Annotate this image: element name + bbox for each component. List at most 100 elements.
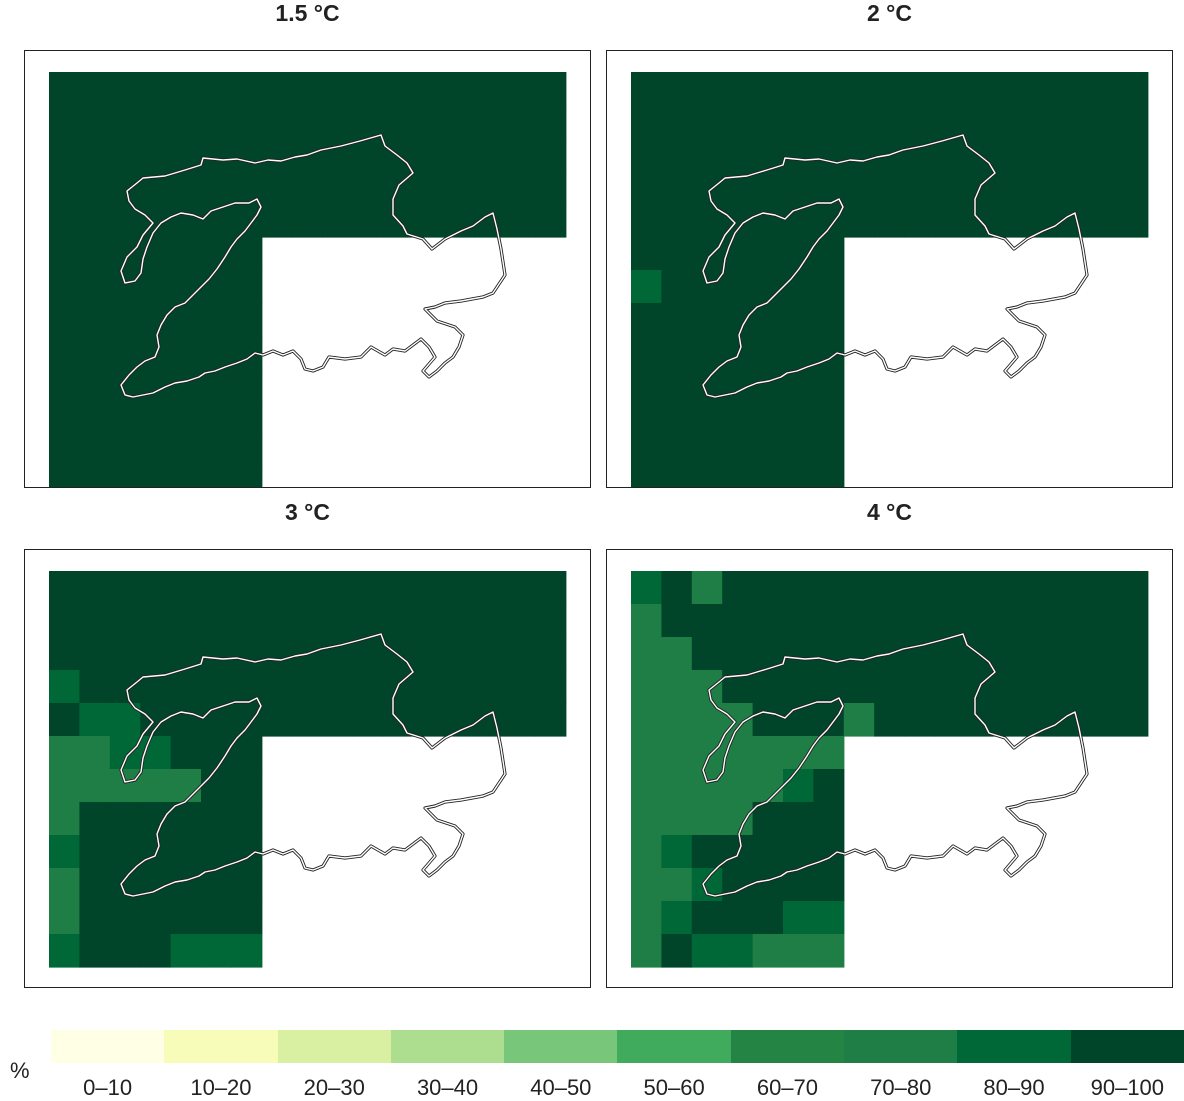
grid-cell <box>109 336 141 370</box>
grid-cell <box>109 468 141 487</box>
grid-cell <box>535 105 567 139</box>
grid-cell <box>79 637 111 671</box>
grid-cell <box>231 868 263 902</box>
grid-cell <box>140 402 172 436</box>
grid-cell <box>722 138 754 172</box>
grid-cell <box>49 204 80 238</box>
grid-cell <box>353 703 384 737</box>
legend-swatch <box>164 1030 278 1063</box>
grid-cell <box>783 138 814 172</box>
grid-cell <box>109 802 141 836</box>
grid-cell <box>505 703 536 737</box>
grid-cell <box>843 171 875 205</box>
grid-cell <box>1117 604 1149 638</box>
grid-cell <box>261 105 293 139</box>
grid-cell <box>201 105 232 139</box>
grid-cell <box>935 637 966 671</box>
grid-cell <box>1087 171 1118 205</box>
grid-cell <box>49 769 80 803</box>
grid-cell <box>505 204 536 238</box>
grid-cell <box>995 138 1027 172</box>
grid-cell <box>843 637 875 671</box>
grid-cell <box>631 769 662 803</box>
grid-cell <box>752 171 784 205</box>
grid-cell <box>752 868 784 902</box>
grid-cell <box>631 571 662 605</box>
grid-cell <box>140 303 172 337</box>
grid-cell <box>722 72 754 106</box>
grid-cell <box>935 571 966 605</box>
grid-cell <box>722 901 754 935</box>
grid-cell <box>843 703 875 737</box>
grid-cell <box>322 670 354 704</box>
grid-cell <box>444 571 476 605</box>
grid-cell <box>783 901 814 935</box>
grid-cell <box>109 171 141 205</box>
grid-cell <box>140 637 172 671</box>
grid-cell <box>49 336 80 370</box>
grid-cell <box>49 736 80 770</box>
grid-cell <box>261 637 293 671</box>
grid-cell <box>505 571 536 605</box>
grid-cell <box>722 637 754 671</box>
grid-cell <box>49 303 80 337</box>
grid-cell <box>140 901 172 935</box>
grid-cell <box>292 204 324 238</box>
grid-cell <box>1026 604 1058 638</box>
grid-cell <box>292 571 324 605</box>
grid-cell <box>474 670 506 704</box>
grid-cell <box>535 670 567 704</box>
grid-cell <box>631 369 662 403</box>
grid-cell <box>109 769 141 803</box>
legend-swatch <box>51 1030 165 1063</box>
grid-cell <box>1087 604 1118 638</box>
grid-cell <box>631 237 662 271</box>
grid-cell <box>535 703 567 737</box>
grid-cell <box>813 901 845 935</box>
grid-cell <box>783 402 814 436</box>
grid-cell <box>783 670 814 704</box>
grid-cell <box>353 604 384 638</box>
grid-cell <box>474 138 506 172</box>
grid-cell <box>752 204 784 238</box>
grid-cell <box>49 105 80 139</box>
legend-label: 10–20 <box>190 1075 252 1100</box>
probability-grid <box>49 571 567 968</box>
grid-cell <box>874 670 906 704</box>
grid-cell <box>813 435 845 469</box>
grid-cell <box>353 637 384 671</box>
grid-cell <box>79 901 111 935</box>
grid-cell <box>783 604 814 638</box>
grid-cell <box>752 72 784 106</box>
grid-cell <box>691 237 723 271</box>
grid-cell <box>474 571 506 605</box>
colorbar-legend: % 0–10 10–20 20–30 30–40 40–50 50–60 60–… <box>0 1030 1184 1101</box>
grid-cell <box>1056 72 1088 106</box>
grid-cell <box>783 435 814 469</box>
grid-cell <box>631 670 662 704</box>
grid-cell <box>49 670 80 704</box>
grid-cell <box>170 604 202 638</box>
grid-cell <box>1087 204 1118 238</box>
grid-cell <box>904 604 936 638</box>
grid-cell <box>444 171 476 205</box>
grid-cell <box>874 171 906 205</box>
grid-cell <box>322 571 354 605</box>
grid-cell <box>505 171 536 205</box>
grid-cell <box>231 402 263 436</box>
grid-cell <box>661 769 693 803</box>
region-outline <box>701 133 1089 399</box>
grid-cell <box>505 637 536 671</box>
grid-cell <box>661 637 693 671</box>
grid-cell <box>722 571 754 605</box>
grid-cell <box>109 604 141 638</box>
grid-cell <box>79 468 111 487</box>
grid-cell <box>201 435 232 469</box>
grid-cell <box>783 270 814 304</box>
grid-cell <box>292 105 324 139</box>
grid-cell <box>661 571 693 605</box>
grid-cell <box>79 72 111 106</box>
grid-cell <box>935 72 966 106</box>
grid-cell <box>752 402 784 436</box>
grid-cell <box>661 171 693 205</box>
